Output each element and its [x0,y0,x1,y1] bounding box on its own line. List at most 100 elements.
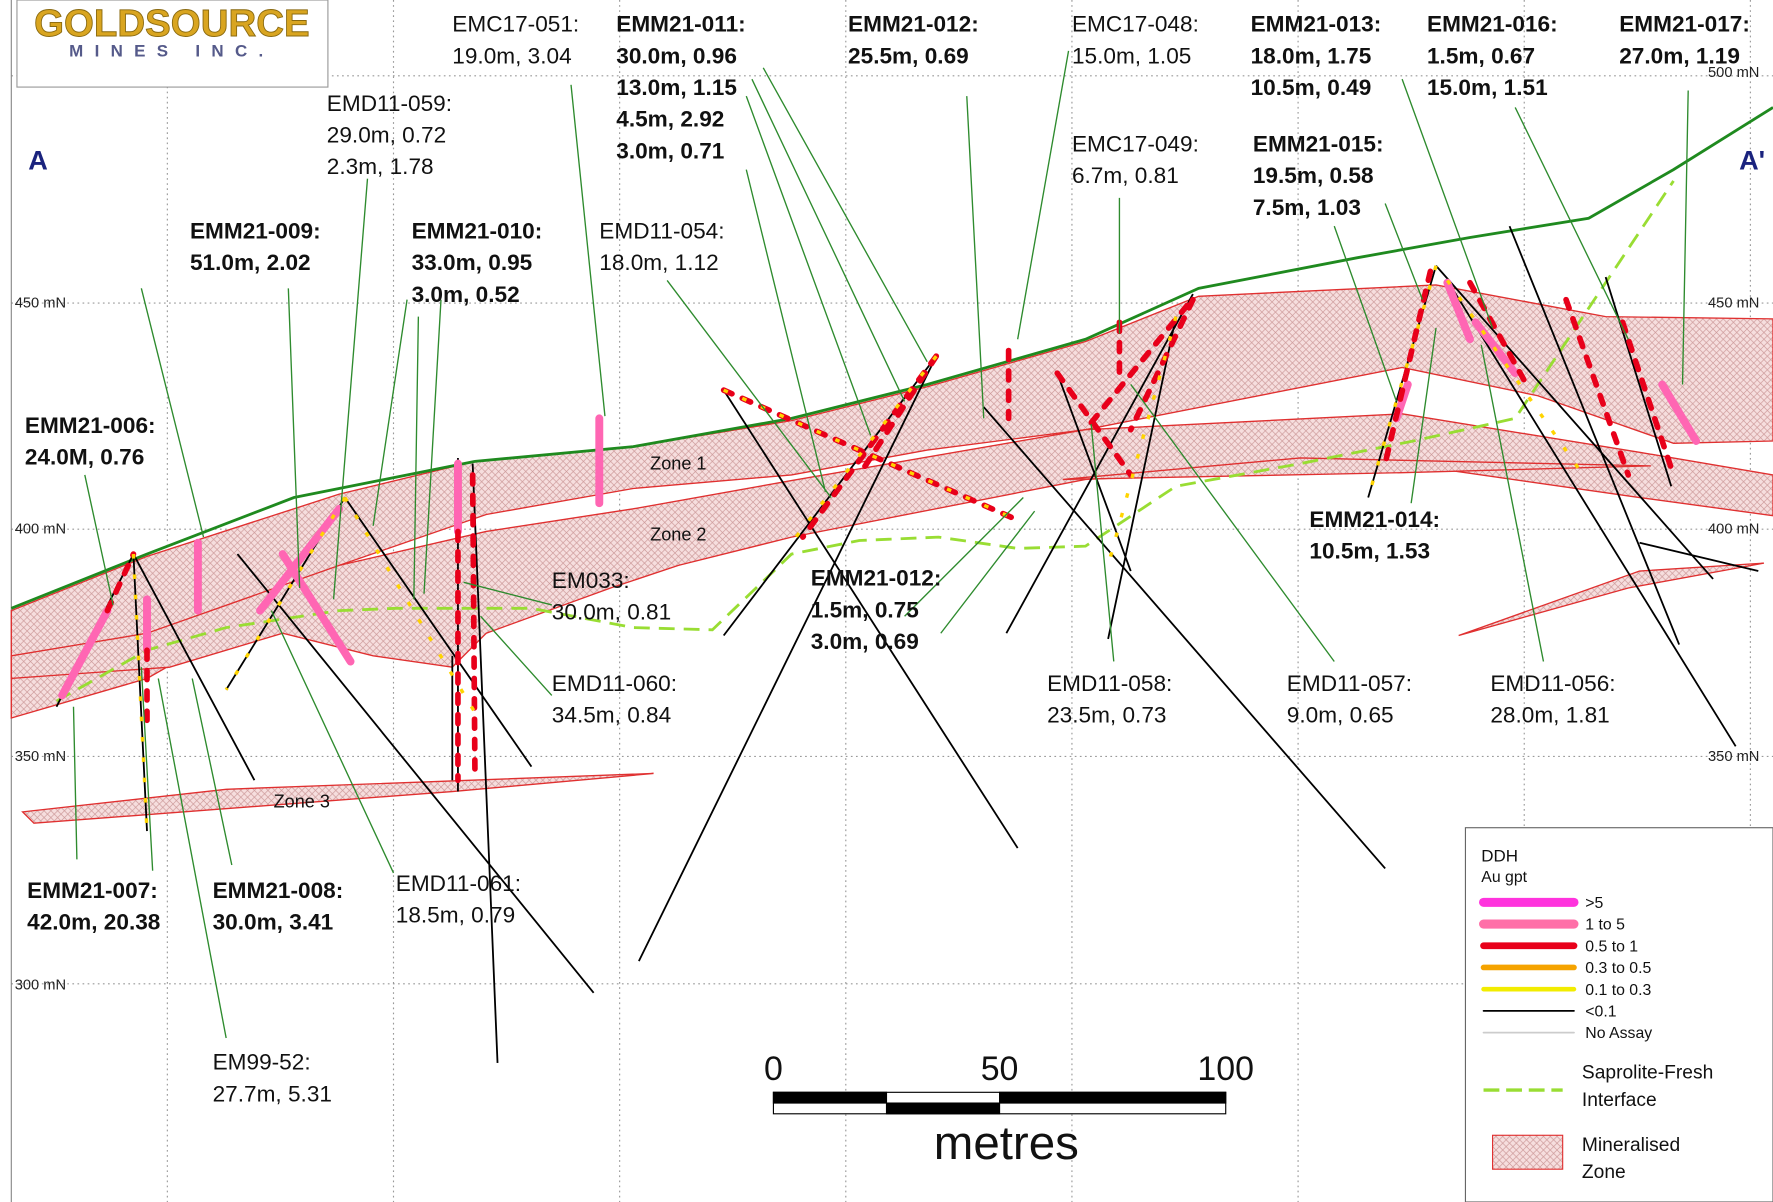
elevation-label: 400 mN [15,522,66,538]
callout-name: EMC17-051: [452,12,579,37]
callout-name: EMD11-058: [1047,671,1172,696]
legend-title: DDH [1481,847,1518,866]
callout-name: EM99-52: [213,1050,311,1075]
callout-line: 18.0m, 1.75 [1251,43,1372,68]
callout-name: EMM21-015: [1253,132,1384,157]
callout-name: EMD11-059: [327,91,452,116]
callout-name: EMM21-006: [25,413,156,438]
section-end: A' [1739,145,1765,176]
callout-name: EMD11-057: [1287,671,1412,696]
callout-name: EMM21-013: [1251,12,1382,37]
legend-label: Saprolite-Fresh [1582,1063,1713,1084]
callout-name: EMC17-049: [1072,132,1199,157]
zones [10,284,1773,824]
elevation-label: 500 mN [1708,65,1759,81]
legend-label: 0.3 to 0.5 [1585,960,1651,977]
callout-line: 2.3m, 1.78 [327,154,434,179]
scale-unit: metres [934,1117,1079,1170]
callout-name: EMM21-007: [27,878,158,903]
callout-name: EM033: [552,568,630,593]
callout-line: 30.0m, 3.41 [213,909,334,934]
callout-line: 24.0M, 0.76 [25,445,144,470]
legend-label: No Assay [1585,1025,1652,1042]
zone-label: Zone 1 [650,453,706,473]
callout-line: 1.5m, 0.67 [1427,43,1535,68]
legend-label: Interface [1582,1090,1657,1111]
legend-label: 0.5 to 1 [1585,938,1638,955]
callout-line: 27.0m, 1.19 [1619,43,1740,68]
elevation-label: 450 mN [1708,296,1759,312]
callout-name: EMM21-012: [811,566,942,591]
callout-line: 28.0m, 1.81 [1490,703,1609,728]
legend-label: >5 [1585,895,1603,912]
topography [10,106,1773,610]
legend-label: 0.1 to 0.3 [1585,982,1651,999]
scale-bar [772,1091,1227,1115]
callout-line: 13.0m, 1.15 [616,75,737,100]
zone-label: Zone 3 [274,791,330,811]
logo [16,0,329,88]
elevation-label: 400 mN [1708,522,1759,538]
grid [10,0,1773,1202]
leader-lines [72,50,1689,1039]
scale-tick-label: 100 [1197,1050,1254,1088]
callout-line: 42.0m, 20.38 [27,909,160,934]
callout-line: 3.0m, 0.52 [412,282,520,307]
callout-line: 27.7m, 5.31 [213,1081,332,1106]
callout-line: 15.0m, 1.51 [1427,75,1548,100]
legend-label: 1 to 5 [1585,917,1625,934]
callout-name: EMD11-060: [552,671,677,696]
callout-name: EMM21-017: [1619,12,1750,37]
callout-line: 15.0m, 1.05 [1072,43,1191,68]
legend-label: Zone [1582,1162,1626,1183]
elevation-label: 350 mN [1708,749,1759,765]
callout-line: 23.5m, 0.73 [1047,703,1166,728]
logo-name: GOLDSOURCE [34,2,309,45]
saprolite-interface [55,180,1675,703]
callout-line: 29.0m, 0.72 [327,122,446,147]
callout-line: 30.0m, 0.96 [616,43,737,68]
drill-holes [55,225,1759,1063]
callout-line: 30.0m, 0.81 [552,600,671,625]
scale-tick-label: 0 [764,1050,783,1088]
section-start: A [28,145,48,176]
callout-line: 6.7m, 0.81 [1072,163,1179,188]
callout-line: 9.0m, 0.65 [1287,703,1394,728]
zone-label: Zone 2 [650,525,706,545]
elevation-label: 300 mN [15,977,66,993]
callout-line: 1.5m, 0.75 [811,597,919,622]
callout-line: 18.0m, 1.12 [599,250,718,275]
callout-name: EMM21-008: [213,878,344,903]
callout-line: 33.0m, 0.95 [412,250,533,275]
scale-tick-label: 50 [981,1050,1019,1088]
legend-subtitle: Au gpt [1481,869,1527,886]
callout-name: EMD11-054: [599,219,724,244]
callout-name: EMC17-048: [1072,12,1199,37]
callout-line: 19.0m, 3.04 [452,43,571,68]
legend-label: Mineralised [1582,1135,1680,1156]
elevation-label: 450 mN [15,296,66,312]
callout-name: EMM21-011: [616,12,745,37]
callout-line: 4.5m, 2.92 [616,107,724,132]
callout-name: EMM21-010: [412,219,543,244]
callout-line: 10.5m, 0.49 [1251,75,1372,100]
callout-name: EMM21-012: [848,12,979,37]
callout-name: EMM21-016: [1427,12,1558,37]
callout-line: 19.5m, 0.58 [1253,163,1374,188]
callout-line: 10.5m, 1.53 [1309,539,1430,564]
callout-line: 18.5m, 0.79 [396,903,515,928]
callout-line: 34.5m, 0.84 [552,703,671,728]
callout-line: 25.5m, 0.69 [848,43,969,68]
callout-line: 3.0m, 0.71 [616,138,724,163]
callout-name: EMD11-061: [396,871,521,896]
callout-line: 3.0m, 0.69 [811,629,919,654]
elevation-label: 350 mN [15,749,66,765]
logo-sub: MINES INC. [69,42,274,61]
callout-line: 51.0m, 2.02 [190,250,311,275]
callout-line: 7.5m, 1.03 [1253,195,1361,220]
legend-label: <0.1 [1585,1004,1616,1021]
callout-name: EMD11-056: [1490,671,1615,696]
callout-name: EMM21-014: [1309,507,1440,532]
